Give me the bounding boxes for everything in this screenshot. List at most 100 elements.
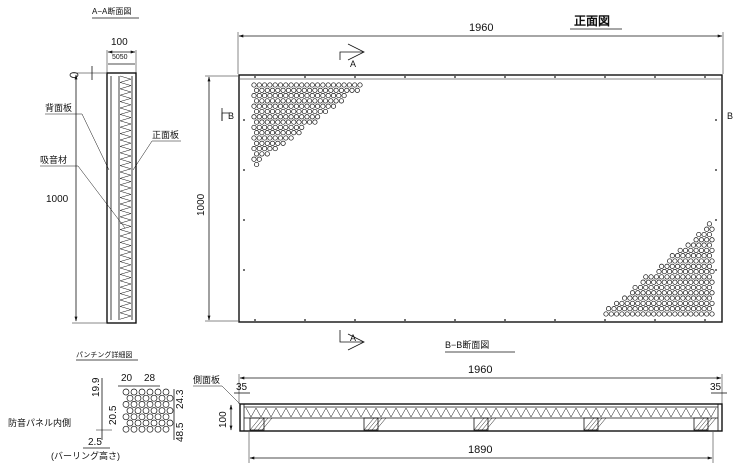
perforation-hole	[336, 82, 342, 88]
rivet-dot	[554, 76, 556, 78]
perforation-hole	[690, 295, 697, 301]
perforation-hole	[283, 93, 289, 99]
perforation-hole	[280, 98, 286, 104]
perforation-hole	[701, 274, 707, 280]
perforation-hole	[690, 274, 697, 280]
bb-hatch-line	[477, 417, 489, 431]
perforation-hole	[251, 146, 257, 152]
perforation-hole	[267, 103, 273, 109]
perforation-hole	[675, 306, 681, 312]
perforation-hole	[264, 151, 270, 157]
perforation-hole	[677, 311, 683, 317]
perforation-hole	[280, 140, 286, 146]
bb-label-side: 側面板	[193, 374, 220, 385]
perforation-hole	[611, 306, 617, 312]
perforation-hole	[704, 311, 710, 317]
perforation-hole	[291, 98, 297, 104]
perforation-hole	[317, 108, 323, 115]
perforation-hole	[640, 300, 646, 306]
perforation-hole	[640, 290, 646, 296]
perforation-hole	[696, 274, 702, 280]
perforation-hole	[267, 135, 273, 141]
perforation-hole	[704, 269, 710, 275]
perforation-hole	[328, 98, 334, 104]
perforation-hole	[315, 103, 321, 109]
perforation-hole	[675, 274, 681, 280]
rivet-dot	[304, 319, 306, 321]
perforation-hole	[317, 87, 323, 93]
perforation-hole	[293, 124, 299, 130]
perforation-hole	[259, 119, 265, 125]
perforation-hole	[688, 258, 694, 264]
perforation-hole	[688, 290, 694, 296]
perforation-hole	[262, 124, 268, 130]
perforation-hole	[656, 269, 662, 275]
perforation-hole	[672, 258, 678, 264]
perforation-hole	[275, 108, 281, 115]
punch-dim-v2: 20.5	[108, 405, 119, 425]
bb-hatch-line	[363, 417, 375, 431]
bb-hatch-line	[375, 417, 387, 431]
perforation-hole	[251, 124, 257, 130]
punch-hole	[146, 413, 154, 421]
perforation-hole	[701, 231, 707, 238]
perforation-hole	[280, 87, 286, 93]
perforation-hole	[685, 295, 691, 301]
perforation-hole	[309, 103, 315, 109]
punch-hole	[130, 413, 138, 421]
section-aa: A−A断面図 100 5050 1000 背面板 吸音材 正面板	[40, 6, 181, 324]
perforation-hole	[706, 274, 712, 280]
perforation-hole	[299, 103, 305, 109]
perforation-hole	[659, 295, 665, 301]
perforation-hole	[267, 82, 273, 88]
perforation-hole	[616, 306, 622, 312]
perforation-hole	[682, 311, 689, 317]
perforation-hole	[706, 221, 712, 227]
perforation-hole	[333, 87, 339, 93]
punch-hole	[154, 413, 162, 421]
punch-hole	[130, 401, 138, 408]
perforation-hole	[653, 284, 659, 291]
perforation-hole	[709, 311, 715, 317]
perforation-hole	[325, 82, 331, 88]
rivet-dot	[254, 319, 256, 321]
perforation-hole	[680, 284, 686, 291]
perforation-hole	[262, 135, 268, 141]
punch-dim-pitch-a: 20	[121, 373, 133, 384]
perforation-hole	[696, 231, 702, 238]
perforation-hole	[338, 98, 344, 104]
perforation-hole	[680, 263, 686, 269]
perforation-hole	[698, 258, 704, 264]
perforation-hole	[690, 263, 697, 269]
punch-dim-v1: 19.9	[91, 377, 102, 397]
punch-hole	[130, 388, 138, 396]
perforation-hole	[706, 284, 712, 291]
perforation-hole	[259, 98, 265, 104]
perforation-hole	[283, 135, 289, 141]
bb-stiffener-block	[693, 417, 709, 431]
perforation-hole	[325, 93, 331, 99]
perforation-hole	[682, 247, 689, 253]
perforation-hole	[256, 146, 262, 152]
punch-label-inner: 防音パネル内側	[8, 417, 71, 428]
punch-hole	[150, 407, 158, 414]
perforation-hole	[269, 87, 276, 93]
perforation-hole	[277, 93, 284, 99]
perforation-hole	[669, 284, 675, 291]
perforation-hole	[709, 290, 715, 296]
rivet-dot	[454, 319, 456, 321]
perforation-hole	[648, 295, 654, 301]
punching-detail: パンチング詳細図 20 28 19.9 20.5 24.3 48.5 防音パネル…	[8, 350, 186, 461]
perforation-hole	[656, 300, 662, 306]
rivet-dot	[243, 269, 245, 271]
perforation-hole	[259, 151, 265, 157]
perforation-hole	[275, 98, 281, 104]
perforation-hole	[627, 306, 633, 312]
perforation-hole	[680, 306, 686, 312]
perforation-hole	[661, 279, 667, 285]
perforation-hole	[653, 306, 659, 312]
punch-hole	[122, 425, 130, 433]
perforation-hole	[706, 231, 712, 238]
perforation-hole	[338, 87, 344, 93]
perforation-hole	[309, 114, 315, 120]
